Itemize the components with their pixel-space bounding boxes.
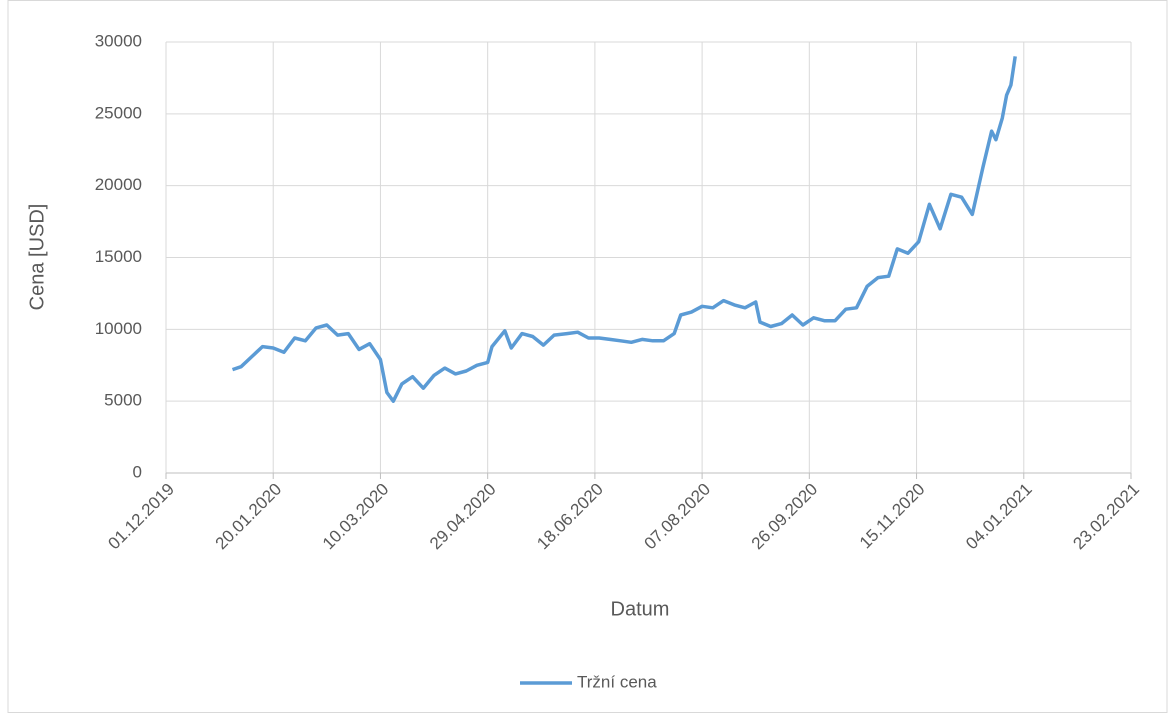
- y-tick-label: 10000: [95, 319, 142, 338]
- x-axis-title: Datum: [611, 598, 670, 620]
- y-axis-title: Cena [USD]: [26, 204, 48, 311]
- legend-label: Tržní cena: [577, 672, 657, 691]
- y-tick-label: 20000: [95, 175, 142, 194]
- y-tick-label: 0: [133, 462, 142, 481]
- chart-frame: [7, 0, 1168, 713]
- y-tick-label: 5000: [104, 391, 142, 410]
- y-tick-label: 15000: [95, 247, 142, 266]
- y-tick-label: 30000: [95, 31, 142, 50]
- line-series: [231, 56, 1017, 403]
- y-tick-label: 25000: [95, 103, 142, 122]
